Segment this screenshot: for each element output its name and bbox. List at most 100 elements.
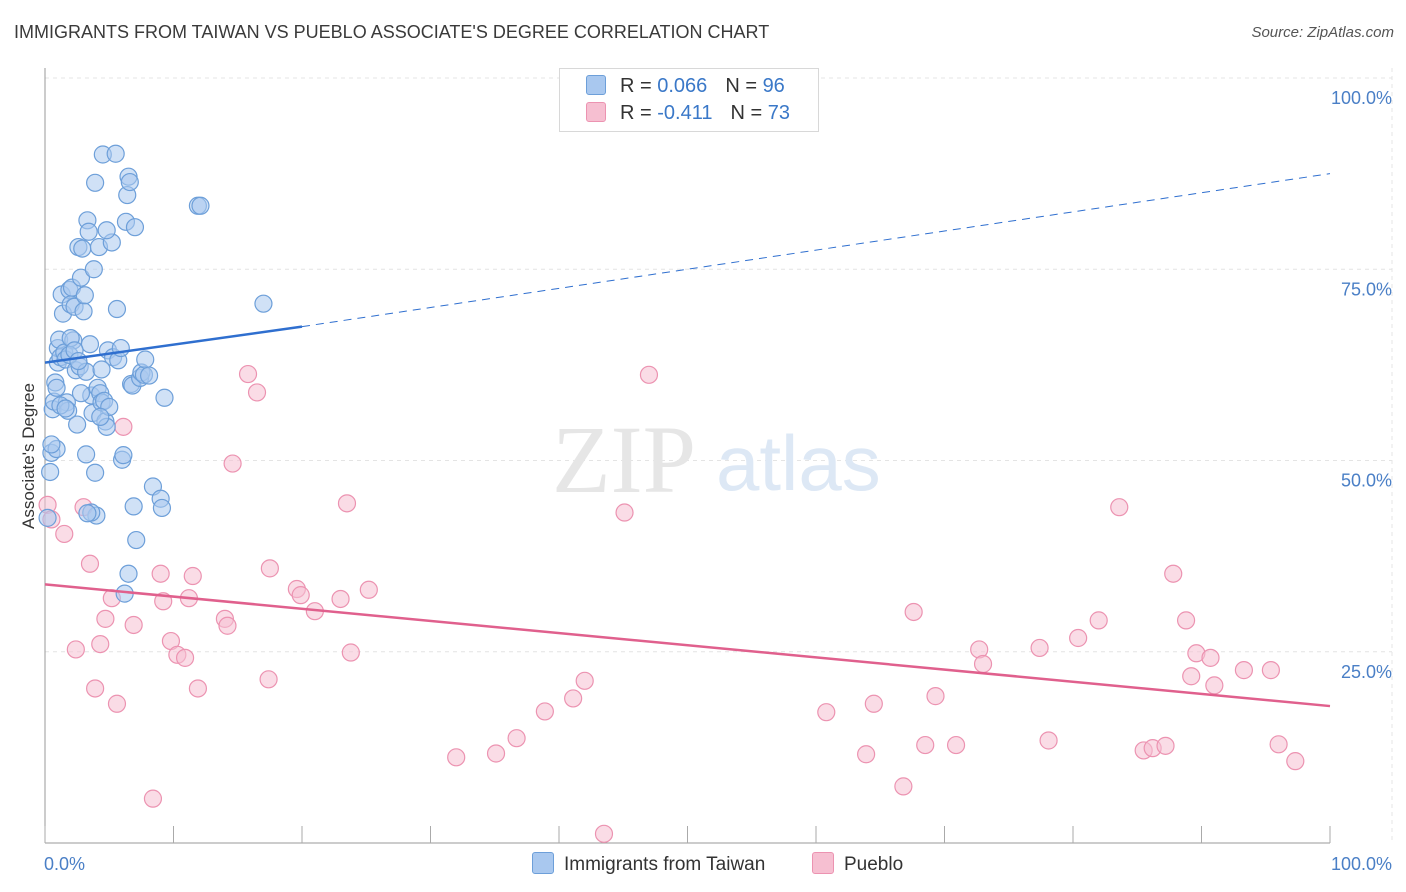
y-tick-label: 50.0%: [1341, 471, 1392, 491]
taiwan-point: [114, 446, 133, 465]
legend-n-label: N =: [725, 75, 763, 97]
pueblo-point: [80, 554, 100, 573]
taiwan-point: [79, 222, 98, 241]
legend-n-value: 73: [767, 102, 790, 124]
pueblo-point: [91, 634, 110, 654]
pueblo-point: [1030, 638, 1049, 658]
taiwan-point: [124, 497, 143, 516]
chart-source: Source: ZipAtlas.com: [1251, 24, 1394, 41]
taiwan-point: [106, 144, 125, 163]
taiwan-trend-line: [44, 325, 303, 364]
bottom-legend-taiwan: Immigrants from Taiwan: [532, 852, 765, 876]
pueblo-point: [639, 365, 659, 384]
pueblo-point: [447, 748, 466, 767]
taiwan-point: [139, 366, 159, 385]
taiwan-legend-label: Immigrants from Taiwan: [564, 854, 766, 875]
pueblo-point: [594, 824, 614, 843]
pueblo-point: [486, 744, 506, 763]
pueblo-point: [1039, 731, 1058, 750]
y-tick-label: 100.0%: [1331, 88, 1392, 108]
taiwan-point: [125, 218, 145, 237]
pueblo-points: [38, 364, 1305, 843]
taiwan-point: [127, 530, 146, 550]
taiwan-point: [47, 378, 66, 397]
trend-lines: [44, 173, 1331, 708]
taiwan-legend-swatch: [532, 852, 554, 874]
pueblo-point: [188, 679, 208, 698]
pueblo-point: [359, 580, 378, 599]
pueblo-point: [535, 702, 554, 721]
taiwan-swatch: [586, 75, 606, 95]
taiwan-point: [155, 388, 174, 407]
pueblo-point: [575, 671, 594, 690]
pueblo-point: [857, 745, 876, 764]
taiwan-point: [56, 399, 75, 418]
pueblo-point: [291, 586, 310, 605]
pueblo-point: [341, 643, 360, 662]
legend-n-value: 96: [762, 75, 785, 97]
pueblo-swatch: [586, 102, 606, 122]
pueblo-point: [615, 503, 634, 522]
x-tick-label: 100.0%: [1331, 854, 1392, 874]
taiwan-point: [107, 299, 127, 319]
pueblo-point: [904, 602, 923, 622]
pueblo-point: [973, 654, 993, 674]
y-tick-label: 75.0%: [1341, 279, 1392, 299]
taiwan-point: [74, 302, 93, 321]
taiwan-trend-extension: [301, 173, 1331, 328]
taiwan-point: [119, 564, 138, 583]
legend-n-label: N =: [730, 102, 768, 124]
pueblo-point: [183, 566, 202, 586]
taiwan-point: [75, 286, 94, 305]
pueblo-legend-label: Pueblo: [844, 854, 904, 875]
pueblo-point: [55, 524, 74, 544]
y-axis-label: Associate's Degree: [19, 383, 38, 529]
watermark-atlas: atlas: [716, 419, 881, 507]
pueblo-point: [223, 454, 242, 473]
taiwan-point: [152, 498, 172, 518]
taiwan-point: [78, 504, 97, 523]
pueblo-point: [817, 703, 836, 722]
taiwan-point: [97, 221, 116, 240]
legend-r-value: -0.411: [657, 102, 713, 124]
pueblo-point: [124, 615, 143, 635]
pueblo-point: [107, 694, 127, 713]
pueblo-point: [96, 609, 115, 628]
pueblo-point: [151, 564, 170, 583]
taiwan-point: [71, 384, 91, 403]
legend-row-taiwan: R = 0.066 N = 96: [586, 75, 785, 99]
taiwan-point: [92, 360, 111, 379]
pueblo-point: [218, 616, 237, 635]
bottom-legend-pueblo: Pueblo: [812, 852, 903, 876]
pueblo-point: [175, 648, 195, 667]
pueblo-point: [1269, 735, 1288, 754]
pueblo-point: [1182, 667, 1201, 686]
pueblo-point: [260, 559, 279, 578]
pueblo-point: [1164, 564, 1183, 583]
legend-r-label: R =: [620, 102, 658, 124]
pueblo-point: [1089, 611, 1108, 630]
pueblo-point: [1261, 661, 1280, 680]
pueblo-point: [143, 789, 163, 808]
taiwan-point: [68, 415, 87, 434]
taiwan-point: [73, 239, 92, 258]
pueblo-point: [564, 689, 583, 708]
legend-r-value: 0.066: [657, 75, 708, 97]
tick-labels: 25.0% 50.0% 75.0% 100.0% 0.0% 100.0%: [44, 88, 1392, 874]
pueblo-point: [1201, 648, 1220, 667]
taiwan-point: [41, 462, 60, 482]
pueblo-point: [507, 729, 526, 748]
x-tick-label: 0.0%: [44, 854, 85, 874]
correlation-legend: R = 0.066 N = 96 R = -0.411 N = 73: [559, 68, 819, 132]
pueblo-point: [86, 679, 105, 698]
taiwan-point: [69, 351, 88, 371]
pueblo-point: [1110, 498, 1129, 517]
taiwan-point: [86, 463, 105, 482]
taiwan-point: [91, 407, 110, 426]
taiwan-point: [42, 435, 61, 454]
pueblo-point: [1156, 736, 1175, 755]
taiwan-point: [77, 445, 96, 464]
pueblo-point: [247, 383, 267, 402]
pueblo-point: [66, 640, 85, 659]
grid-lines: [45, 68, 1393, 843]
